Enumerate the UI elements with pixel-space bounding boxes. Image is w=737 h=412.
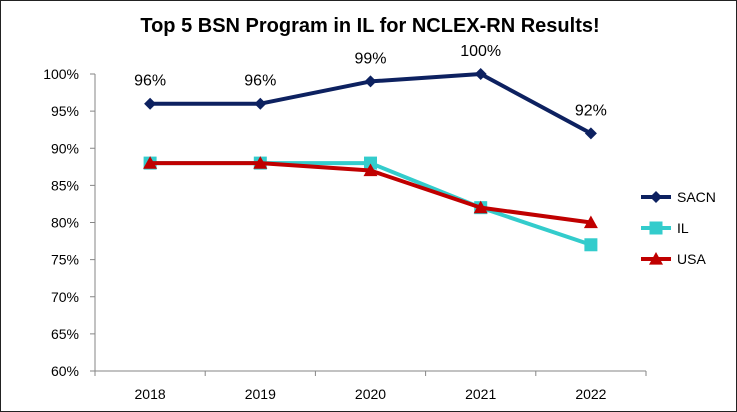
data-point-usa [363, 163, 378, 177]
y-tick-label: 100% [43, 66, 79, 82]
legend-marker [649, 252, 663, 265]
data-label: 96% [134, 73, 166, 90]
series-layer [143, 68, 598, 252]
data-point-sacn [364, 75, 377, 88]
data-label: 92% [575, 102, 607, 119]
data-labels: 96% 96% 99% 100% 92% [134, 43, 607, 119]
legend: SACN IL USA [641, 189, 716, 267]
chart-title: Top 5 BSN Program in IL for NCLEX-RN Res… [140, 15, 599, 37]
legend-marker [650, 191, 662, 203]
data-point-usa [253, 156, 268, 169]
y-tick-label: 60% [51, 363, 79, 379]
series-sacn [144, 68, 597, 140]
data-point-usa [583, 215, 598, 229]
data-point-il [584, 238, 598, 252]
y-tick-label: 65% [51, 326, 79, 342]
legend-item-sacn: SACN [641, 189, 716, 205]
legend-item-usa: USA [641, 251, 706, 267]
data-label: 96% [244, 73, 276, 90]
x-tick-label: 2019 [245, 386, 276, 402]
data-point-usa [473, 200, 488, 214]
data-label: 99% [354, 50, 386, 67]
x-tick-label: 2022 [575, 386, 606, 402]
legend-marker [649, 221, 663, 235]
data-point-sacn [474, 68, 487, 80]
legend-item-il: IL [641, 220, 689, 236]
y-tick-label: 70% [51, 289, 79, 305]
legend-label: IL [677, 220, 689, 236]
x-tick-label: 2021 [465, 386, 496, 402]
data-label: 100% [460, 43, 501, 60]
x-tick-label: 2020 [355, 386, 386, 402]
legend-label: USA [677, 251, 706, 267]
data-point-usa [143, 156, 158, 169]
legend-label: SACN [677, 189, 716, 205]
y-tick-label: 90% [51, 140, 79, 156]
data-point-sacn [144, 97, 157, 110]
y-tick-label: 75% [51, 252, 79, 268]
y-tick-label: 80% [51, 215, 79, 231]
data-point-il [364, 156, 377, 170]
series-usa [143, 156, 598, 229]
y-tick-label: 85% [51, 177, 79, 193]
data-point-sacn [254, 97, 267, 110]
axes: 60% 65% 70% 75% 80% 85% 90% 95% 100% 2018 2019 2020… [43, 66, 647, 402]
x-tick-label: 2018 [135, 386, 166, 402]
data-point-sacn [584, 127, 597, 140]
y-tick-label: 95% [51, 103, 79, 119]
